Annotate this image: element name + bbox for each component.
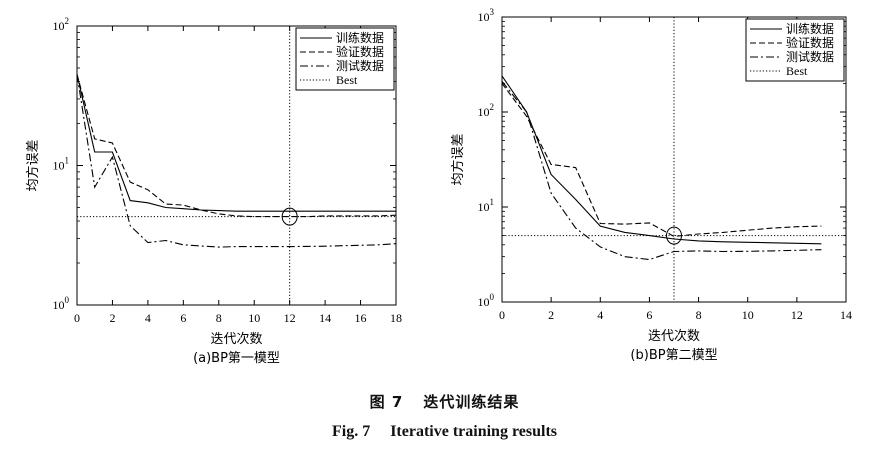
x-tick-label: 6: [646, 308, 652, 322]
best-point-marker: [666, 226, 682, 245]
legend-label: 测试数据: [336, 58, 384, 73]
caption-cn-label: 图 7: [369, 393, 404, 411]
chart-a: 0 2 4 6 8 10 12 14 16 18 100 101 102 迭代次数 均方误差 (a)BP第一模…: [25, 16, 402, 366]
series-line-solid: [501, 75, 822, 245]
caption-cn-text: 迭代训练结果: [423, 393, 520, 411]
x-axis-label: 迭代次数: [648, 328, 700, 344]
chart-b: 0 2 4 6 8 10 12 14 100 101 102 103 迭代次数 均方误差 (b)BP第二模型…: [450, 7, 852, 363]
x-tick-label: 4: [145, 311, 151, 325]
caption-english: Fig. 7 Iterative training results: [0, 423, 889, 441]
series-line-solid: [76, 74, 396, 212]
series-line-dashed: [501, 83, 822, 237]
caption-chinese: 图 7 迭代训练结果: [0, 391, 889, 412]
x-tick-label: 8: [696, 308, 702, 322]
y-tick-label: 102: [53, 16, 70, 33]
x-tick-label: 0: [499, 308, 505, 322]
y-tick-label: 101: [478, 197, 495, 214]
x-tick-label: 14: [319, 311, 331, 325]
x-axis-label: 迭代次数: [210, 331, 262, 347]
y-tick-label: 102: [478, 102, 495, 119]
series-line-dashed: [76, 74, 397, 218]
y-tick-label: 100: [478, 292, 495, 309]
y-axis-label: 均方误差: [450, 133, 466, 185]
y-tick-label: 103: [478, 7, 495, 24]
series-line-dashdot: [76, 74, 397, 248]
x-tick-label: 18: [390, 311, 402, 325]
legend-label: Best: [786, 64, 808, 78]
x-tick-label: 2: [548, 308, 554, 322]
x-tick-label: 14: [840, 308, 852, 322]
x-tick-label: 10: [742, 308, 754, 322]
legend-label: 验证数据: [786, 35, 834, 50]
caption-en-label: Fig. 7: [331, 423, 371, 440]
legend-label: 验证数据: [336, 44, 384, 59]
x-tick-label: 0: [74, 311, 80, 325]
legend-label: 训练数据: [336, 30, 384, 45]
legend-label: Best: [336, 73, 358, 87]
x-tick-label: 8: [216, 311, 222, 325]
best-point-marker: [281, 207, 298, 226]
y-tick-label: 101: [53, 156, 70, 173]
chart-subtitle: (a)BP第一模型: [193, 351, 280, 366]
y-axis-label: 均方误差: [25, 139, 41, 191]
x-tick-label: 2: [109, 311, 115, 325]
legend-label: 测试数据: [786, 49, 834, 64]
x-tick-label: 6: [180, 311, 186, 325]
x-tick-label: 10: [248, 311, 260, 325]
series-line-dashdot: [501, 81, 822, 261]
x-tick-label: 12: [791, 308, 803, 322]
y-tick-label: 100: [53, 295, 70, 312]
caption-en-text: Iterative training results: [390, 423, 557, 440]
chart-subtitle: (b)BP第二模型: [630, 348, 717, 363]
legend-label: 训练数据: [786, 21, 834, 36]
x-tick-label: 16: [355, 311, 367, 325]
x-tick-label: 4: [597, 308, 603, 322]
x-tick-label: 12: [284, 311, 296, 325]
